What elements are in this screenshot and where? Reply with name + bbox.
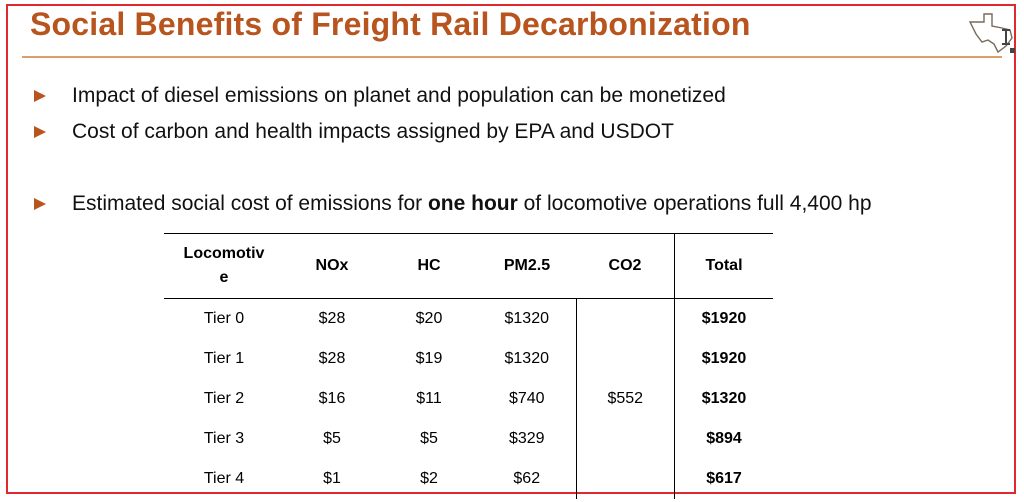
bullet-text-bold: one hour bbox=[427, 192, 518, 215]
cell-locomotive: Tier 4 bbox=[203, 470, 245, 487]
bullet-text: Estimated social cost of emissions for o… bbox=[72, 192, 872, 216]
cell-total: $1320 bbox=[701, 390, 747, 407]
cell-co2: $552 bbox=[575, 298, 675, 499]
texas-logo-icon: I bbox=[968, 13, 1015, 54]
cell-pm25: $740 bbox=[508, 390, 545, 407]
table-row: Tier 3 $5 $5 $329 $894 bbox=[164, 419, 773, 459]
cell-pm25: $62 bbox=[513, 470, 541, 487]
cell-nox: $1 bbox=[323, 470, 341, 487]
bullet-item: Cost of carbon and health impacts assign… bbox=[34, 120, 674, 144]
table-header-row: Locomotiv e NOx HC PM2.5 CO2 Total bbox=[164, 233, 773, 299]
cell-hc: $20 bbox=[415, 310, 443, 327]
col-header-text: Locomotiv e bbox=[183, 245, 265, 286]
cell-locomotive: Tier 2 bbox=[203, 390, 245, 407]
cell-hc: $11 bbox=[416, 390, 442, 407]
title-divider bbox=[22, 56, 1002, 58]
cell-nox: $28 bbox=[318, 350, 346, 367]
table-row: Tier 2 $16 $11 $740 $1320 bbox=[164, 379, 773, 419]
bullet-text: Cost of carbon and health impacts assign… bbox=[72, 120, 674, 143]
col-header-hc: HC bbox=[417, 257, 441, 274]
cell-pm25: $329 bbox=[508, 430, 545, 447]
cell-nox: $5 bbox=[323, 430, 341, 447]
col-header-pm25: PM2.5 bbox=[503, 257, 551, 274]
cell-locomotive: Tier 1 bbox=[203, 350, 245, 367]
cell-nox: $16 bbox=[318, 390, 346, 407]
cell-hc: $5 bbox=[420, 430, 438, 447]
cell-total: $1920 bbox=[701, 350, 747, 367]
cell-nox: $28 bbox=[318, 310, 346, 327]
bullet-text: Impact of diesel emissions on planet and… bbox=[72, 84, 726, 107]
table-row: Tier 4 $1 $2 $62 $617 bbox=[164, 459, 773, 499]
table-row: Tier 1 $28 $19 $1320 $1920 bbox=[164, 339, 773, 379]
cell-total: $1920 bbox=[701, 310, 747, 327]
bullet-item: Impact of diesel emissions on planet and… bbox=[34, 84, 726, 108]
cell-locomotive: Tier 3 bbox=[203, 430, 245, 447]
slide-title: Social Benefits of Freight Rail Decarbon… bbox=[30, 6, 751, 42]
cell-total: $894 bbox=[706, 430, 742, 447]
cell-locomotive: Tier 0 bbox=[203, 310, 245, 327]
slide-frame bbox=[6, 4, 1016, 494]
cell-total: $617 bbox=[706, 470, 742, 487]
bullet-text-part: Estimated social cost of emissions for bbox=[72, 192, 428, 215]
cell-hc: $2 bbox=[420, 470, 438, 487]
col-header-locomotive: Locomotiv e bbox=[164, 234, 284, 299]
cell-hc: $19 bbox=[415, 350, 443, 367]
cell-pm25: $1320 bbox=[504, 310, 550, 327]
bullet-text-part: of locomotive operations full 4,400 hp bbox=[517, 192, 872, 215]
table-row: Tier 0 $28 $20 $1320 $552 $1920 bbox=[164, 298, 773, 499]
col-header-co2: CO2 bbox=[576, 233, 675, 299]
emissions-cost-table: Locomotiv e NOx HC PM2.5 CO2 Total Tier … bbox=[164, 233, 773, 499]
bullet-arrow-icon bbox=[34, 90, 46, 102]
cell-pm25: $1320 bbox=[504, 350, 550, 367]
bullet-item: Estimated social cost of emissions for o… bbox=[34, 192, 872, 216]
col-header-total: Total bbox=[705, 257, 743, 274]
col-header-nox: NOx bbox=[315, 257, 349, 274]
bullet-arrow-icon bbox=[34, 198, 46, 210]
bullet-arrow-icon bbox=[34, 126, 46, 138]
